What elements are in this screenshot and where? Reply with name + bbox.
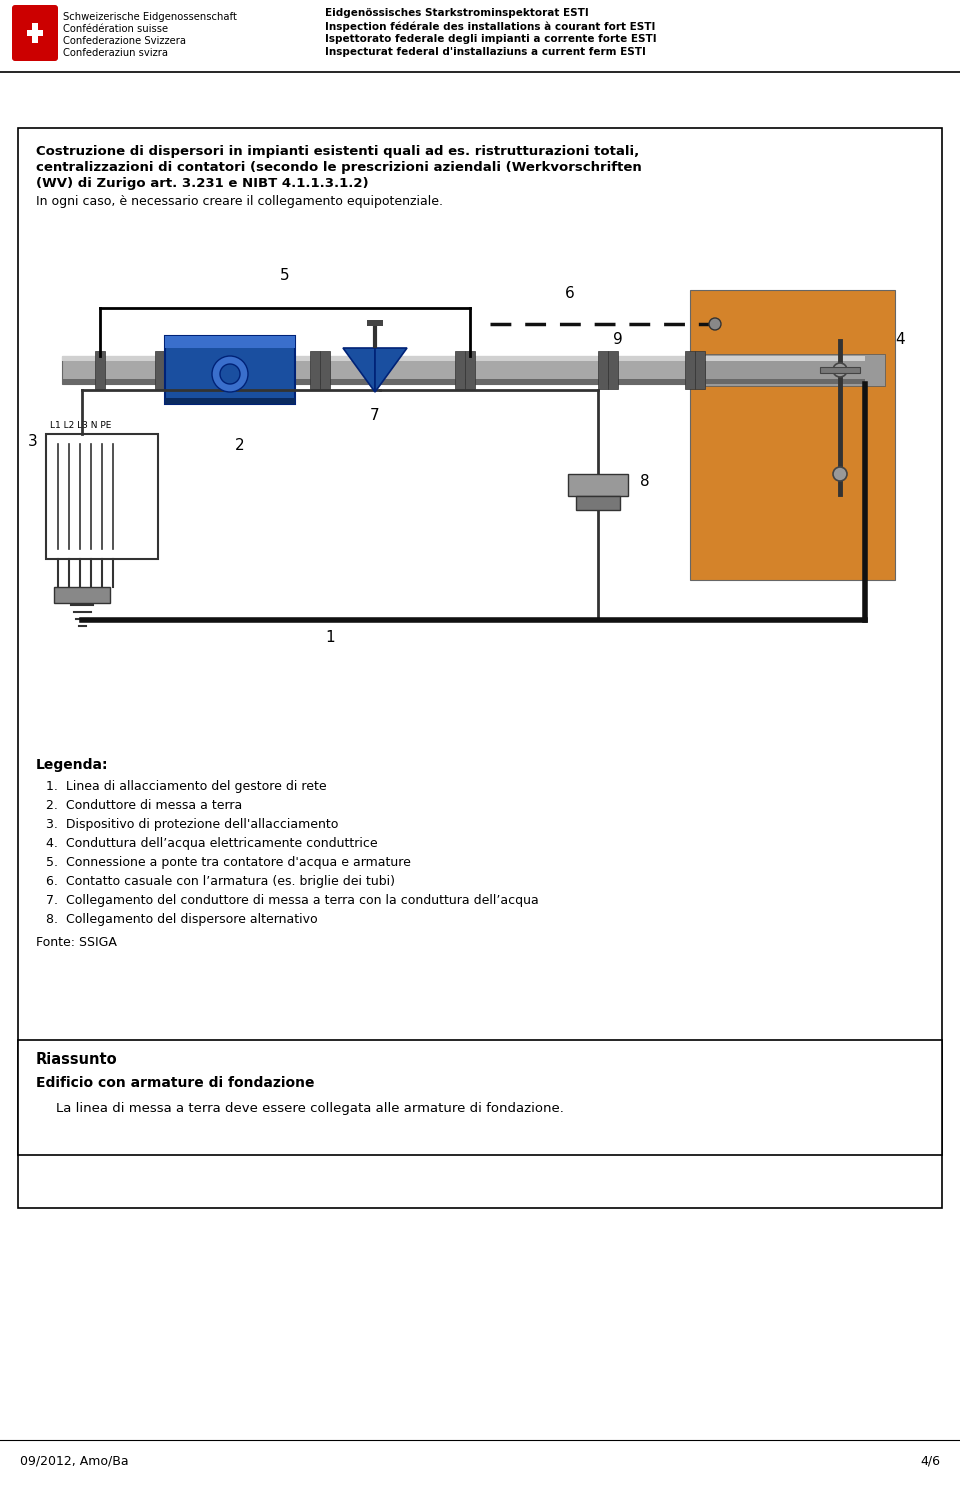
Text: Confederaziun svizra: Confederaziun svizra: [63, 48, 168, 58]
Bar: [165, 337, 295, 404]
Text: Edificio con armature di fondazione: Edificio con armature di fondazione: [36, 1076, 315, 1091]
Bar: [62, 356, 865, 384]
Text: Inspecturat federal d'installaziuns a current ferm ESTI: Inspecturat federal d'installaziuns a cu…: [325, 48, 646, 57]
Text: 4/6: 4/6: [920, 1456, 940, 1468]
Bar: [46, 434, 158, 559]
Text: La linea di messa a terra deve essere collegata alle armature di fondazione.: La linea di messa a terra deve essere co…: [56, 1103, 564, 1115]
Circle shape: [709, 317, 721, 329]
Bar: [18, 1040, 942, 1155]
Text: Confederazione Svizzera: Confederazione Svizzera: [63, 36, 186, 46]
Text: 4: 4: [895, 332, 905, 347]
Text: Eidgenössisches Starkstrominspektorat ESTI: Eidgenössisches Starkstrominspektorat ES…: [325, 7, 588, 18]
Bar: [18, 128, 942, 1208]
Polygon shape: [343, 349, 375, 392]
Text: Schweizerische Eidgenossenschaft: Schweizerische Eidgenossenschaft: [63, 12, 237, 22]
Bar: [310, 352, 320, 389]
Text: 5.  Connessione a ponte tra contatore d'acqua e armature: 5. Connessione a ponte tra contatore d'a…: [46, 855, 411, 869]
Bar: [576, 496, 620, 510]
Text: 1.  Linea di allacciamento del gestore di rete: 1. Linea di allacciamento del gestore di…: [46, 779, 326, 793]
Bar: [695, 352, 705, 389]
Bar: [608, 352, 618, 389]
Polygon shape: [375, 349, 407, 392]
Circle shape: [833, 364, 847, 377]
Bar: [95, 352, 105, 389]
Text: Legenda:: Legenda:: [36, 758, 108, 772]
Text: 7.  Collegamento del conduttore di messa a terra con la conduttura dell’acqua: 7. Collegamento del conduttore di messa …: [46, 894, 539, 907]
Bar: [455, 352, 465, 389]
Bar: [62, 356, 865, 361]
Bar: [155, 352, 165, 389]
Text: 8.  Collegamento del dispersore alternativo: 8. Collegamento del dispersore alternati…: [46, 913, 318, 925]
FancyBboxPatch shape: [12, 4, 58, 61]
Text: (WV) di Zurigo art. 3.231 e NIBT 4.1.1.3.1.2): (WV) di Zurigo art. 3.231 e NIBT 4.1.1.3…: [36, 177, 369, 191]
Bar: [820, 367, 860, 372]
Bar: [62, 378, 865, 384]
Bar: [598, 352, 608, 389]
Text: In ogni caso, è necessario creare il collegamento equipotenziale.: In ogni caso, è necessario creare il col…: [36, 195, 443, 209]
Bar: [165, 352, 175, 389]
Bar: [685, 352, 695, 389]
Bar: [568, 474, 628, 496]
Circle shape: [212, 356, 248, 392]
Circle shape: [833, 466, 847, 481]
Bar: [690, 291, 895, 580]
Bar: [27, 30, 43, 36]
Text: Inspection fédérale des installations à courant fort ESTI: Inspection fédérale des installations à …: [325, 21, 656, 31]
Text: 2.  Conduttore di messa a terra: 2. Conduttore di messa a terra: [46, 799, 242, 812]
Text: 6.  Contatto casuale con l’armatura (es. briglie dei tubi): 6. Contatto casuale con l’armatura (es. …: [46, 875, 395, 888]
Text: 3: 3: [28, 434, 37, 448]
Text: 8: 8: [640, 474, 650, 490]
Text: 3.  Dispositivo di protezione dell'allacciamento: 3. Dispositivo di protezione dell'allacc…: [46, 818, 338, 831]
Bar: [705, 355, 885, 386]
Text: Confédération suisse: Confédération suisse: [63, 24, 168, 34]
Text: 1: 1: [325, 630, 335, 645]
Text: Ispettorato federale degli impianti a corrente forte ESTI: Ispettorato federale degli impianti a co…: [325, 34, 657, 45]
Bar: [54, 587, 110, 603]
Text: L1 L2 L3 N PE: L1 L2 L3 N PE: [50, 422, 111, 431]
Text: Fonte: SSIGA: Fonte: SSIGA: [36, 936, 117, 949]
Text: centralizzazioni di contatori (secondo le prescrizioni aziendali (Werkvorschrift: centralizzazioni di contatori (secondo l…: [36, 161, 641, 174]
Text: 7: 7: [371, 408, 380, 423]
Text: 09/2012, Amo/Ba: 09/2012, Amo/Ba: [20, 1456, 129, 1468]
Text: Costruzione di dispersori in impianti esistenti quali ad es. ristrutturazioni to: Costruzione di dispersori in impianti es…: [36, 145, 639, 158]
Bar: [367, 320, 383, 326]
Text: Riassunto: Riassunto: [36, 1052, 118, 1067]
Bar: [165, 398, 295, 404]
Text: 9: 9: [613, 332, 623, 347]
Circle shape: [220, 364, 240, 384]
Bar: [32, 22, 38, 43]
Bar: [165, 337, 295, 349]
Text: 4.  Conduttura dell’acqua elettricamente conduttrice: 4. Conduttura dell’acqua elettricamente …: [46, 837, 377, 849]
Bar: [465, 352, 475, 389]
Text: 2: 2: [235, 438, 245, 453]
Text: 6: 6: [565, 286, 575, 301]
Bar: [320, 352, 330, 389]
Text: 5: 5: [280, 268, 290, 283]
